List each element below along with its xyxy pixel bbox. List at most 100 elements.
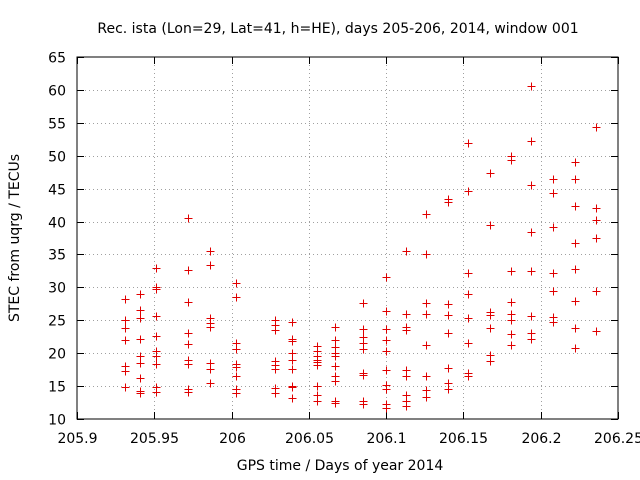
data-point bbox=[402, 372, 411, 381]
data-point bbox=[121, 316, 130, 325]
data-point bbox=[206, 247, 215, 256]
data-point bbox=[232, 279, 241, 288]
data-point bbox=[288, 365, 297, 374]
data-point bbox=[592, 204, 601, 213]
data-point bbox=[571, 324, 580, 333]
data-point bbox=[549, 175, 558, 184]
x-tick-label: 206.25 bbox=[594, 431, 640, 447]
data-point bbox=[527, 228, 536, 237]
data-point bbox=[422, 299, 431, 308]
data-point bbox=[136, 306, 145, 315]
data-point bbox=[571, 297, 580, 306]
data-point bbox=[464, 269, 473, 278]
data-point bbox=[422, 210, 431, 219]
data-point bbox=[232, 389, 241, 398]
data-point bbox=[444, 329, 453, 338]
data-point bbox=[382, 336, 391, 345]
data-point bbox=[288, 318, 297, 327]
y-tick-label: 55 bbox=[48, 117, 66, 133]
data-point bbox=[571, 265, 580, 274]
y-tick-label: 25 bbox=[48, 314, 66, 330]
data-point bbox=[121, 295, 130, 304]
data-point bbox=[136, 359, 145, 368]
data-point bbox=[422, 393, 431, 402]
data-point bbox=[486, 311, 495, 320]
data-point bbox=[422, 372, 431, 381]
data-point bbox=[592, 123, 601, 132]
y-axis-label: STEC from uqrg / TECUs bbox=[7, 154, 23, 322]
x-tick-label: 205.95 bbox=[130, 431, 179, 447]
data-point bbox=[359, 325, 368, 334]
data-point bbox=[136, 314, 145, 323]
data-point bbox=[422, 341, 431, 350]
y-tick-label: 20 bbox=[48, 347, 66, 363]
data-point bbox=[359, 345, 368, 354]
data-point bbox=[288, 383, 297, 392]
data-point bbox=[444, 311, 453, 320]
data-point bbox=[152, 285, 161, 294]
data-point bbox=[444, 300, 453, 309]
data-point bbox=[382, 273, 391, 282]
data-point bbox=[402, 326, 411, 335]
data-point bbox=[507, 298, 516, 307]
y-tick-labels: 10 15 20 25 30 35 40 45 50 55 60 65 bbox=[48, 51, 66, 429]
data-point bbox=[382, 385, 391, 394]
data-point bbox=[136, 352, 145, 361]
data-point bbox=[288, 394, 297, 403]
data-point bbox=[507, 330, 516, 339]
data-point bbox=[422, 386, 431, 395]
data-point bbox=[121, 336, 130, 345]
data-point bbox=[271, 389, 280, 398]
x-tick-label: 206.1 bbox=[366, 431, 406, 447]
x-tick-labels: 205.9 205.95 206 206.05 206.1 206.15 206.2 206.… bbox=[57, 431, 640, 447]
y-tick-label: 40 bbox=[48, 216, 66, 232]
x-tick-label: 206 bbox=[219, 431, 246, 447]
data-point bbox=[152, 332, 161, 341]
data-point bbox=[486, 324, 495, 333]
data-point bbox=[444, 364, 453, 373]
data-point bbox=[527, 137, 536, 146]
data-point bbox=[382, 325, 391, 334]
data-point bbox=[331, 362, 340, 371]
data-point bbox=[136, 290, 145, 299]
data-point bbox=[382, 366, 391, 375]
data-point bbox=[486, 221, 495, 230]
data-point bbox=[232, 345, 241, 354]
x-tick-label: 206.05 bbox=[285, 431, 334, 447]
data-point bbox=[527, 312, 536, 321]
data-point bbox=[288, 337, 297, 346]
data-point bbox=[152, 312, 161, 321]
data-point bbox=[288, 356, 297, 365]
data-point bbox=[592, 287, 601, 296]
data-point bbox=[527, 181, 536, 190]
y-tick-label: 35 bbox=[48, 248, 66, 264]
data-point bbox=[382, 307, 391, 316]
x-axis-label: GPS time / Days of year 2014 bbox=[237, 458, 444, 474]
data-point bbox=[444, 198, 453, 207]
y-tick-label: 45 bbox=[48, 183, 66, 199]
data-point bbox=[313, 397, 322, 406]
data-point bbox=[464, 139, 473, 148]
grid-lines bbox=[77, 57, 618, 419]
x-tick-label: 206.2 bbox=[521, 431, 561, 447]
data-point bbox=[271, 326, 280, 335]
data-point bbox=[382, 347, 391, 356]
data-point bbox=[331, 336, 340, 345]
data-point bbox=[184, 298, 193, 307]
data-point bbox=[152, 388, 161, 397]
x-tick-label: 206.15 bbox=[439, 431, 488, 447]
data-point bbox=[571, 344, 580, 353]
data-point bbox=[464, 314, 473, 323]
data-point bbox=[184, 340, 193, 349]
data-point bbox=[331, 377, 340, 386]
y-tick-label: 10 bbox=[48, 413, 66, 429]
y-tick-label: 65 bbox=[48, 51, 66, 67]
data-point bbox=[382, 404, 391, 413]
data-point bbox=[331, 323, 340, 332]
data-point bbox=[486, 169, 495, 178]
data-point bbox=[464, 187, 473, 196]
data-point bbox=[486, 357, 495, 366]
data-point bbox=[592, 234, 601, 243]
